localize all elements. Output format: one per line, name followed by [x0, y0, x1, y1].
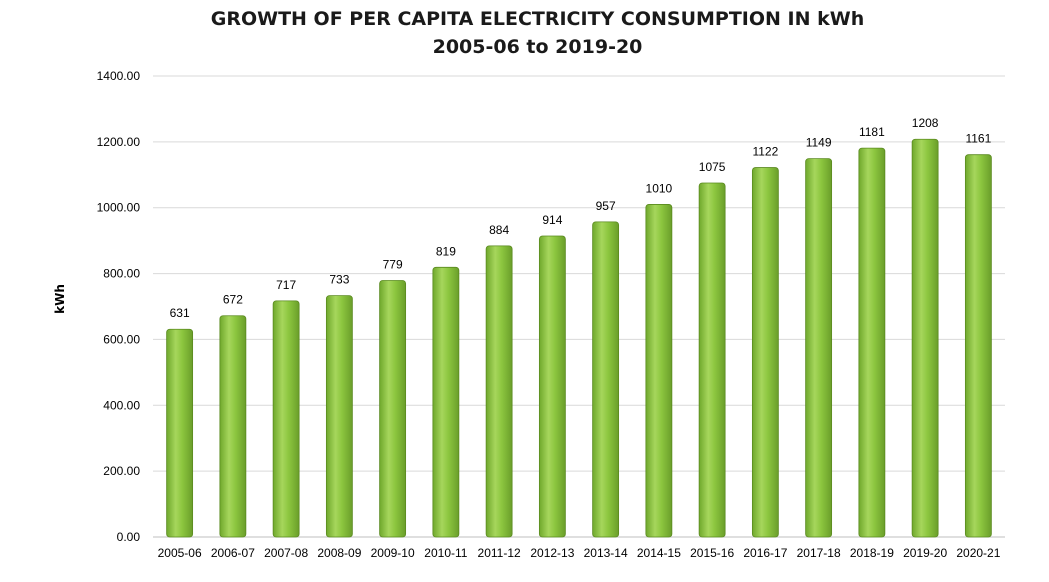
chart-subtitle: 2005-06 to 2019-20: [432, 36, 643, 58]
y-tick-label: 600.00: [103, 332, 140, 346]
data-label: 1208: [912, 116, 939, 130]
x-tick-label: 2007-08: [264, 546, 308, 560]
bar: [272, 300, 300, 538]
data-label: 672: [223, 293, 243, 307]
data-label: 1122: [752, 145, 778, 159]
data-label: 631: [170, 306, 190, 320]
bar: [166, 328, 194, 538]
x-tick-label: 2008-09: [317, 546, 361, 560]
bar: [805, 158, 833, 538]
x-tick-label: 2010-11: [424, 546, 467, 560]
y-tick-label: 1000.00: [97, 201, 141, 215]
bar: [379, 280, 407, 538]
y-tick-label: 800.00: [103, 267, 140, 281]
bar: [592, 221, 620, 538]
data-label: 717: [276, 278, 296, 292]
x-tick-label: 2016-17: [743, 546, 787, 560]
bar: [219, 315, 247, 538]
x-tick-label: 2017-18: [797, 546, 841, 560]
x-tick-label: 2019-20: [903, 546, 947, 560]
x-tick-label: 2015-16: [690, 546, 734, 560]
x-tick-label: 2013-14: [584, 546, 628, 560]
y-tick-label: 1200.00: [97, 135, 141, 149]
x-tick-label: 2018-19: [850, 546, 894, 560]
x-tick-label: 2009-10: [371, 546, 415, 560]
x-tick-label: 2014-15: [637, 546, 681, 560]
bar: [538, 235, 566, 538]
bar: [645, 204, 673, 538]
chart-title: GROWTH OF PER CAPITA ELECTRICITY CONSUMP…: [210, 8, 865, 30]
bar: [964, 154, 992, 538]
x-tick-labels: 2005-06 2006-07 2007-08 2008-09 2009-10 2010-…: [158, 546, 1001, 560]
data-label: 1161: [965, 132, 991, 146]
data-label: 1149: [806, 136, 832, 150]
x-tick-label: 2006-07: [211, 546, 255, 560]
data-label: 914: [542, 213, 562, 227]
data-label: 957: [596, 199, 616, 213]
data-labels: 631 672 717 733 779 819 884 914 957 1010 1075 1122 1…: [170, 116, 992, 320]
bar: [751, 167, 779, 538]
data-label: 1181: [859, 125, 885, 139]
data-label: 884: [489, 223, 509, 237]
data-label: 779: [383, 257, 403, 271]
data-label: 1075: [699, 160, 726, 174]
x-tick-label: 2011-12: [478, 546, 521, 560]
data-label: 1010: [646, 181, 673, 195]
y-tick-label: 200.00: [103, 464, 140, 478]
bars: [166, 138, 992, 538]
x-tick-label: 2012-13: [530, 546, 574, 560]
bar: [485, 245, 513, 538]
y-tick-label: 0.00: [117, 530, 141, 544]
bar: [911, 138, 939, 538]
y-tick-label: 1400.00: [97, 69, 141, 83]
bar: [432, 266, 460, 538]
bar: [698, 182, 726, 538]
data-label: 733: [329, 273, 349, 287]
x-tick-label: 2020-21: [956, 546, 1000, 560]
y-tick-label: 400.00: [103, 398, 140, 412]
y-tick-labels: 0.00 200.00 400.00 600.00 800.00 1000.00 1200.…: [97, 69, 141, 544]
data-label: 819: [436, 244, 456, 258]
bar: [858, 147, 886, 538]
x-tick-label: 2005-06: [158, 546, 202, 560]
bar: [325, 295, 353, 538]
